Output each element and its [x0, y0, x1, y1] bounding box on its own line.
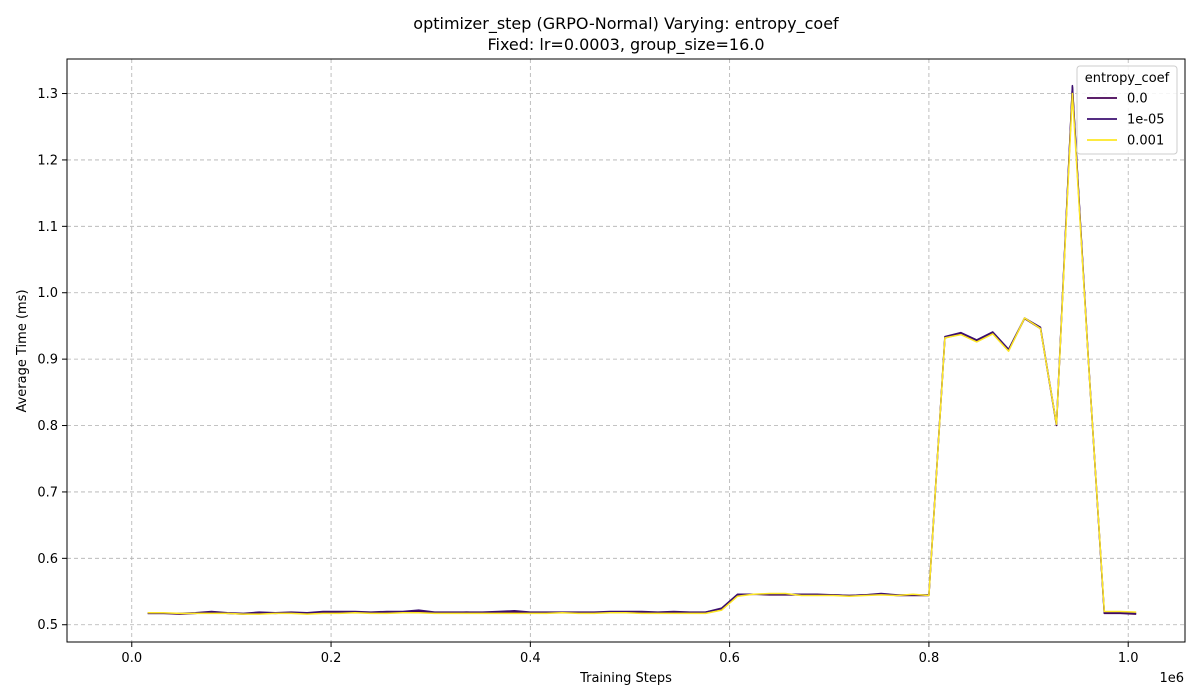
y-axis-label: Average Time (ms) [15, 289, 30, 412]
x-tick-label: 0.0 [121, 651, 142, 666]
x-tick-label: 0.4 [520, 651, 541, 666]
series-line [147, 84, 1137, 615]
x-axis-offset-label: 1e6 [1159, 671, 1184, 686]
y-tick-label: 1.1 [37, 220, 58, 235]
x-axis-ticks: 0.0 0.2 0.4 0.6 0.8 1.0 [121, 642, 1139, 666]
y-tick-label: 1.3 [37, 87, 58, 102]
y-tick-label: 0.8 [37, 419, 58, 434]
y-axis-ticks: 0.5 0.6 0.7 0.8 0.9 1.0 1.1 1.2 1.3 [37, 87, 67, 633]
legend: entropy_coef 0.0 1e-05 0.001 [1076, 65, 1178, 155]
x-tick-label: 0.6 [719, 651, 740, 666]
data-series [147, 84, 1137, 615]
legend-title: entropy_coef [1085, 71, 1170, 86]
y-tick-label: 1.2 [37, 153, 58, 168]
legend-box [1076, 65, 1178, 155]
legend-label: 0.0 [1127, 92, 1148, 107]
series-line [147, 92, 1137, 615]
grid-lines [67, 59, 1185, 642]
x-axis-label: Training Steps [579, 671, 672, 686]
plot-frame [66, 58, 1186, 643]
legend-label: 0.001 [1127, 134, 1164, 149]
chart-title: optimizer_step (GRPO-Normal) Varying: en… [413, 14, 839, 34]
legend-label: 1e-05 [1127, 113, 1165, 128]
x-tick-label: 1.0 [1118, 651, 1139, 666]
x-tick-label: 0.2 [321, 651, 342, 666]
y-tick-label: 0.7 [37, 485, 58, 500]
series-line [147, 86, 1137, 615]
axes [66, 58, 1186, 643]
x-tick-label: 0.8 [919, 651, 940, 666]
y-tick-label: 0.6 [37, 552, 58, 567]
y-tick-label: 1.0 [37, 286, 58, 301]
y-tick-label: 0.9 [37, 353, 58, 368]
y-tick-label: 0.5 [37, 618, 58, 633]
chart-subtitle: Fixed: lr=0.0003, group_size=16.0 [487, 35, 764, 55]
